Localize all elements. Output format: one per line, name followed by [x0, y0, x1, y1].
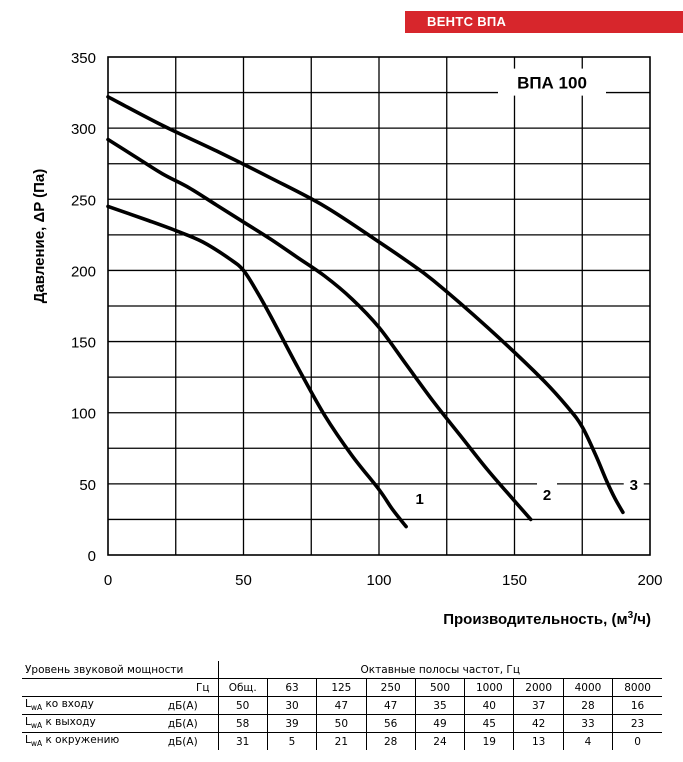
chart-axes: [107, 56, 651, 556]
y-tick-label: 200: [71, 263, 96, 280]
x-tick-label: 100: [366, 572, 391, 589]
chart-labels: 0 50 100 150 200 250 300 350 0 50 100 150 200 Давлени…: [31, 50, 663, 628]
curve-label-backdrop: [537, 481, 558, 504]
table-cell: 28: [365, 732, 416, 750]
sound-power-table: Уровень звуковой мощности Октавные полосы…: [22, 661, 662, 750]
curve-label-backdrop: [409, 486, 430, 509]
table-cell: 19: [464, 732, 514, 750]
table-row: LwA к выходу дБ(А) 58 39 50 56 49 45 42 33 23: [22, 714, 662, 733]
y-tick-label: 300: [71, 121, 96, 138]
table-cell: 4: [562, 732, 613, 750]
y-axis-label: Давление, ΔP (Па): [31, 169, 48, 303]
y-tick-label: 0: [88, 548, 96, 565]
table-cell: 16: [612, 696, 662, 715]
table-cell: 50: [316, 714, 366, 733]
table-cell: 45: [464, 714, 514, 733]
y-tick-label: 100: [71, 406, 96, 423]
bands-blank: [22, 678, 148, 697]
band-header: 8000: [612, 678, 662, 697]
y-tick-label: 50: [79, 477, 96, 494]
header-bands: Октавные полосы частот, Гц: [217, 661, 662, 679]
chart-grid: [108, 57, 650, 555]
curve-label-3: 3: [630, 477, 638, 494]
row-unit: дБ(А): [167, 735, 198, 748]
table-cell: 21: [316, 732, 366, 750]
curve-label-backdrop: [623, 471, 644, 494]
row-label: LwA к окружению: [25, 734, 120, 749]
table-cell: 33: [562, 714, 613, 733]
table-cell: 47: [316, 696, 366, 715]
header-label: Уровень звуковой мощности: [22, 661, 219, 679]
y-tick-label: 150: [71, 335, 96, 352]
plot-frame: [107, 56, 651, 556]
table-row: LwA к окружению дБ(А) 31 5 21 28 24 19 13 4 0: [22, 732, 662, 750]
table-cell: 28: [562, 696, 613, 715]
table-cell: 39: [266, 714, 317, 733]
chart-title: ВПА 100: [517, 74, 587, 93]
band-header: 1000: [464, 678, 514, 697]
x-axis-label: Производительность, (м3/ч): [443, 610, 651, 628]
row-unit: дБ(А): [148, 714, 219, 733]
row-unit: дБ(А): [148, 696, 219, 715]
table-row: LwA ко входу дБ(А) 50 30 47 47 35 40 37 28 16: [22, 696, 662, 715]
curve-2: [106, 137, 533, 522]
unit-hz: Гц: [148, 678, 219, 697]
band-header: 500: [414, 678, 465, 697]
row-label: LwA к выходу: [22, 714, 148, 733]
table-cell: 35: [414, 696, 465, 715]
brand-banner: ВЕНТС ВПА: [405, 11, 683, 33]
x-tick-label: 150: [502, 572, 527, 589]
y-tick-label: 250: [71, 192, 96, 209]
table-cell: 5: [266, 732, 317, 750]
table-cell: 49: [414, 714, 465, 733]
table-cell: 13: [513, 732, 564, 750]
y-tick-label: 350: [71, 50, 96, 67]
x-tick-label: 0: [104, 572, 112, 589]
band-header: Общ.: [217, 678, 268, 697]
table-cell: 37: [513, 696, 564, 715]
table-cell: 50: [217, 696, 268, 715]
x-tick-label: 50: [235, 572, 252, 589]
table-cell: 23: [612, 714, 662, 733]
table-cell: 31: [217, 732, 268, 750]
table-cell: 58: [217, 714, 268, 733]
band-header: 125: [316, 678, 366, 697]
table-cell: 42: [513, 714, 564, 733]
table-cell: 0: [612, 732, 662, 750]
band-header: 250: [365, 678, 416, 697]
chart-curves: [106, 95, 625, 529]
x-tick-label: 200: [637, 572, 662, 589]
table-cell: 56: [365, 714, 416, 733]
table-cell: 24: [414, 732, 465, 750]
fan-performance-chart: 0 50 100 150 200 250 300 350 0 50 100 150 200 Давлени…: [31, 50, 663, 628]
curve-1: [106, 204, 408, 529]
title-backdrop: [498, 68, 606, 96]
band-header: 4000: [562, 678, 613, 697]
band-header: 63: [266, 678, 317, 697]
band-header: 2000: [513, 678, 564, 697]
curve-label-1: 1: [415, 491, 423, 508]
table-cell: 40: [464, 696, 514, 715]
table-cell: 30: [266, 696, 317, 715]
table-cell: 47: [365, 696, 416, 715]
curve-label-2: 2: [543, 487, 551, 504]
row-label: LwA ко входу: [22, 696, 148, 715]
curve-3: [106, 95, 625, 515]
